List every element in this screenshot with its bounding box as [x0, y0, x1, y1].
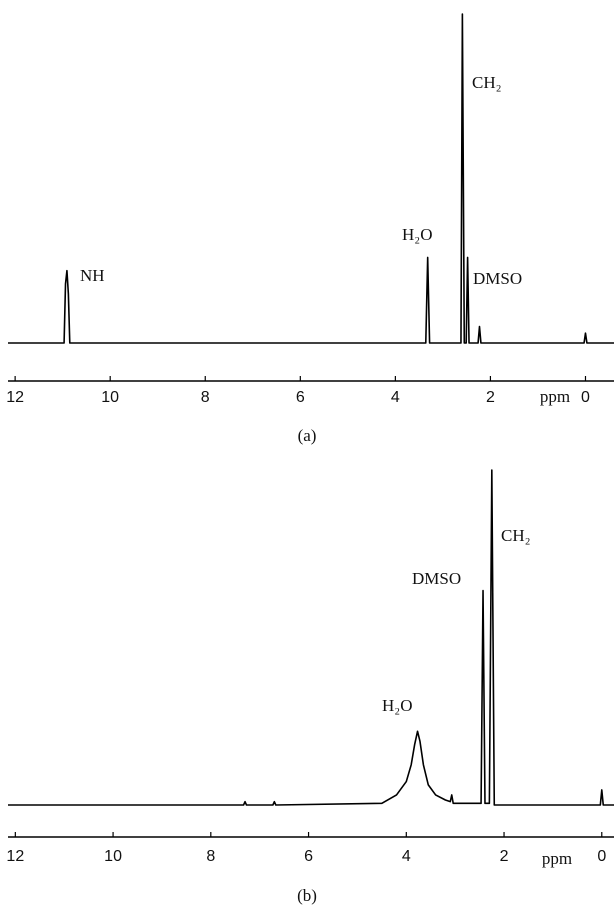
caption: (a) — [298, 426, 317, 445]
peak-label: DMSO — [412, 569, 461, 588]
x-tick-label: 12 — [6, 389, 24, 406]
x-tick-label: 10 — [101, 389, 119, 406]
peak-label: DMSO — [473, 269, 522, 288]
x-axis-label: ppm — [542, 849, 572, 868]
spectrum — [8, 469, 614, 806]
x-tick-label: 2 — [486, 389, 495, 406]
peak-label: CH₂ — [501, 526, 531, 545]
x-tick-label: 8 — [206, 848, 215, 865]
peak-label: CH₂ — [472, 73, 502, 92]
x-tick-label: 0 — [581, 389, 590, 406]
x-tick-label: 6 — [296, 389, 305, 406]
x-tick-label: 6 — [304, 848, 313, 865]
peak-label: H₂O — [382, 696, 412, 715]
peak-label: H₂O — [402, 225, 432, 244]
caption: (b) — [297, 886, 317, 905]
x-tick-label: 0 — [597, 848, 606, 865]
peak-label: NH — [80, 266, 105, 285]
x-tick-label: 2 — [500, 848, 509, 865]
spectrum — [8, 13, 614, 344]
x-axis-label: ppm — [540, 387, 570, 406]
x-tick-label: 4 — [391, 389, 400, 406]
x-tick-label: 4 — [402, 848, 411, 865]
x-tick-label: 12 — [6, 848, 24, 865]
x-tick-label: 8 — [201, 389, 210, 406]
x-tick-label: 10 — [104, 848, 122, 865]
